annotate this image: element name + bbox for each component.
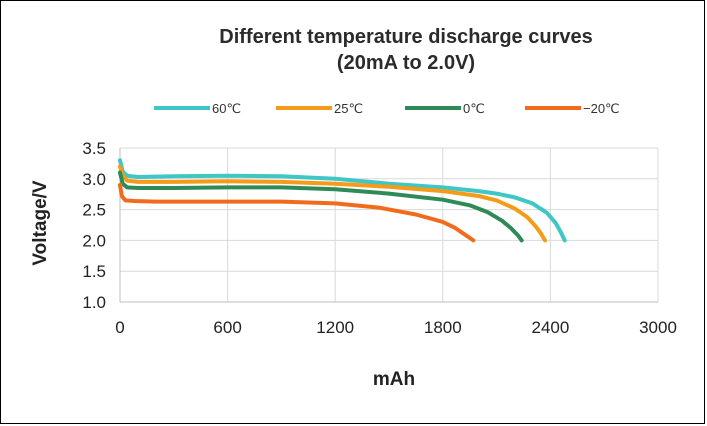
series-line — [118, 183, 476, 243]
tick-labels: 1.0 1.5 2.0 2.5 3.0 3.5 0 600 1200 1800 2400 3000 — [82, 139, 677, 337]
x-tick-label: 0 — [115, 318, 124, 337]
legend-label: 0℃ — [463, 101, 485, 116]
chart-title-line2: (20mA to 2.0V) — [337, 52, 475, 74]
x-tick-label: 1200 — [316, 318, 354, 337]
y-tick-label: 3.0 — [82, 170, 106, 189]
gridlines — [120, 147, 659, 303]
legend-item: −20℃ — [525, 101, 620, 116]
y-tick-label: 2.0 — [82, 231, 106, 250]
legend: 60℃ 25℃ 0℃ −20℃ — [154, 101, 620, 116]
x-axis-title: mAh — [373, 369, 415, 390]
legend-item: 0℃ — [405, 101, 485, 116]
y-tick-label: 1.5 — [82, 262, 106, 281]
x-tick-label: 600 — [213, 318, 241, 337]
legend-item: 25℃ — [276, 101, 363, 116]
series-line — [118, 158, 567, 243]
series-line — [118, 170, 524, 243]
x-tick-label: 1800 — [424, 318, 462, 337]
y-tick-label: 3.5 — [82, 139, 106, 158]
legend-label: 60℃ — [212, 101, 241, 116]
series-layer — [118, 158, 567, 243]
legend-item: 60℃ — [154, 101, 241, 116]
y-tick-label: 2.5 — [82, 201, 106, 220]
chart-title-line1: Different temperature discharge curves — [219, 26, 592, 48]
x-tick-label: 3000 — [639, 318, 677, 337]
axes — [119, 148, 658, 303]
x-tick-label: 2400 — [531, 318, 569, 337]
series-line — [118, 164, 547, 243]
y-axis-title: Voltage/V — [30, 180, 51, 265]
legend-label: −20℃ — [583, 101, 620, 116]
y-tick-label: 1.0 — [82, 293, 106, 312]
legend-label: 25℃ — [334, 101, 363, 116]
